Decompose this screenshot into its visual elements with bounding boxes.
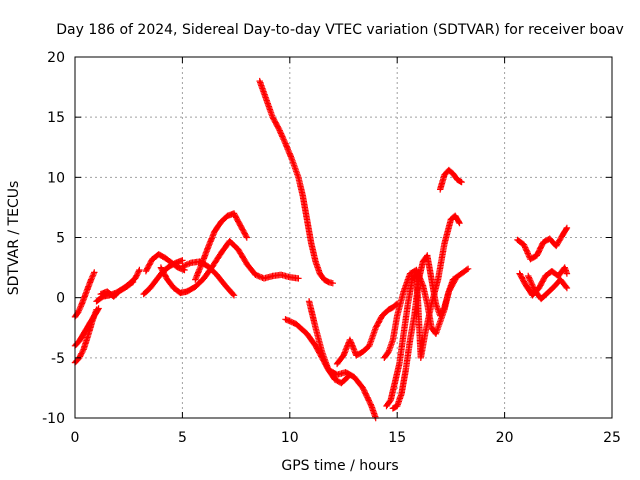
x-tick-label: 0 xyxy=(71,430,80,446)
axis-ticks: 0 5 10 15 20 25 -10 -5 0 5 10 15 20 xyxy=(42,50,621,446)
series-markers xyxy=(437,166,465,193)
x-tick-label: 20 xyxy=(496,430,514,446)
y-tick-label: 20 xyxy=(47,50,65,66)
series-arc-15 xyxy=(383,212,463,410)
series-markers xyxy=(305,298,379,422)
y-tick-label: -10 xyxy=(42,411,65,427)
series-markers xyxy=(381,266,459,361)
series-arc-11 xyxy=(256,77,336,287)
x-tick-label: 25 xyxy=(603,430,621,446)
series-arc-8 xyxy=(157,237,302,297)
series-markers xyxy=(383,212,463,410)
series-markers xyxy=(192,210,250,283)
series-markers xyxy=(157,237,302,297)
series-markers xyxy=(333,300,401,368)
series-arc-14 xyxy=(333,300,401,368)
y-tick-label: -5 xyxy=(51,351,65,367)
y-tick-label: 10 xyxy=(47,170,65,186)
series-arc-17 xyxy=(381,266,459,361)
series-arc-13 xyxy=(305,298,379,422)
chart-title: Day 186 of 2024, Sidereal Day-to-day VTE… xyxy=(56,22,624,38)
y-tick-label: 15 xyxy=(47,110,65,126)
y-tick-label: 0 xyxy=(56,291,65,307)
series-markers xyxy=(179,258,238,299)
series-markers xyxy=(514,224,571,263)
series-arc-10 xyxy=(179,258,238,299)
y-tick-label: 5 xyxy=(56,231,65,247)
series-markers xyxy=(256,77,336,287)
y-axis-label: SDTVAR / TECUs xyxy=(6,181,22,296)
x-tick-label: 15 xyxy=(388,430,406,446)
x-tick-label: 5 xyxy=(178,430,187,446)
series-arc-21 xyxy=(525,272,571,303)
series-arc-5 xyxy=(97,278,137,300)
series-arc-18 xyxy=(437,166,465,193)
series-arc-9 xyxy=(192,210,250,283)
series-markers xyxy=(97,278,137,300)
x-axis-label: GPS time / hours xyxy=(281,458,398,474)
series-arc-19 xyxy=(514,224,571,263)
data-series xyxy=(71,77,571,422)
x-tick-label: 10 xyxy=(281,430,299,446)
series-markers xyxy=(525,272,571,303)
